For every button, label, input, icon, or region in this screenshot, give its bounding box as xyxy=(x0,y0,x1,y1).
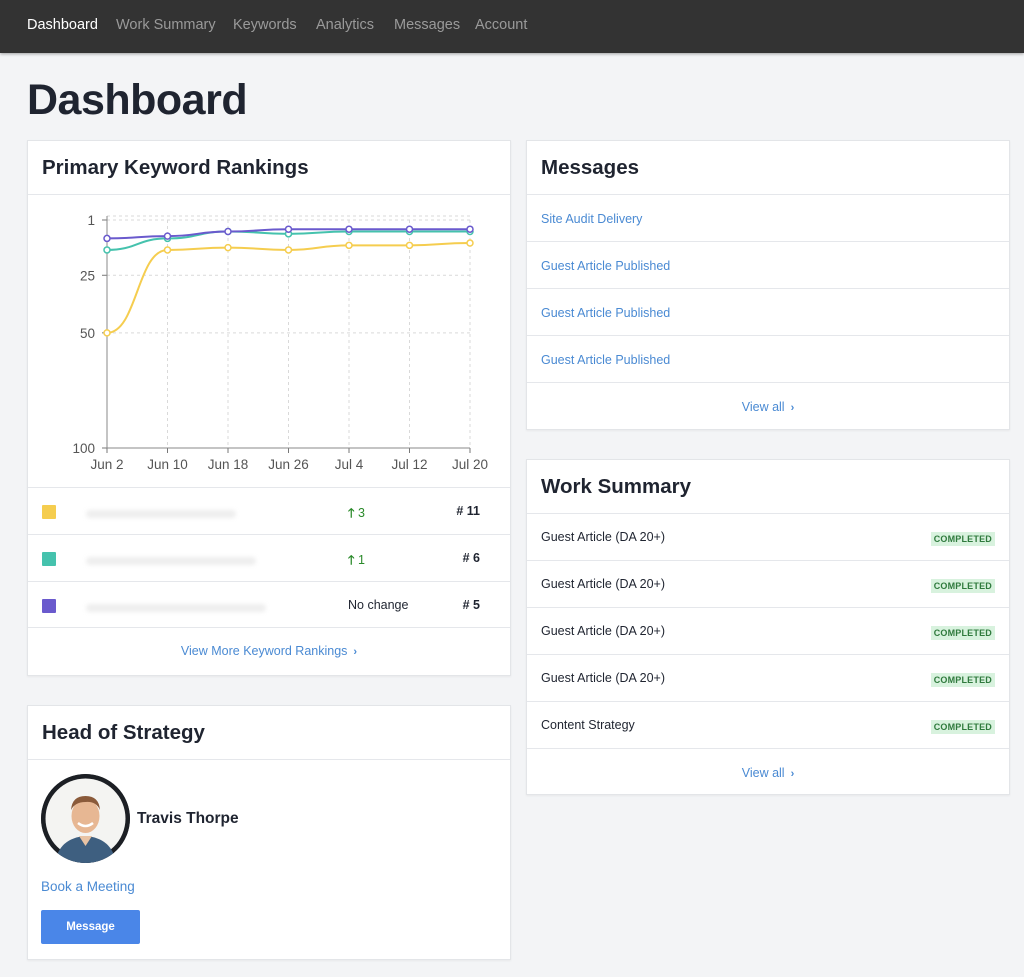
keyword-name-redacted xyxy=(86,510,236,518)
message-item[interactable]: Guest Article Published xyxy=(527,242,1009,289)
status-badge: COMPLETED xyxy=(930,626,995,640)
data-point xyxy=(224,227,232,236)
message-item[interactable]: Site Audit Delivery xyxy=(527,195,1009,242)
messages-view-all-link[interactable]: View all › xyxy=(741,400,795,414)
keyword-row[interactable]: No change # 5 xyxy=(28,582,510,628)
message-link[interactable]: Guest Article Published xyxy=(541,259,671,273)
message-link[interactable]: Site Audit Delivery xyxy=(541,212,643,226)
nav-messages[interactable]: Messages xyxy=(394,17,461,33)
page-title: Dashboard xyxy=(27,76,248,124)
work-item[interactable]: Guest Article (DA 20+) COMPLETED xyxy=(527,561,1009,608)
message-item[interactable]: Guest Article Published xyxy=(527,289,1009,336)
head-of-strategy-card: Head of Strategy Travis Thorpe Book a Me… xyxy=(27,705,511,960)
message-button[interactable]: Message xyxy=(41,910,140,944)
work-item-label: Content Strategy xyxy=(541,718,635,732)
work-summary-title: Work Summary xyxy=(527,460,1009,514)
top-nav: Dashboard Work Summary Keywords Analytic… xyxy=(0,0,1024,53)
strategy-title: Head of Strategy xyxy=(28,706,510,760)
nav-dashboard[interactable]: Dashboard xyxy=(27,17,98,33)
status-badge: COMPLETED xyxy=(930,673,995,687)
data-point xyxy=(163,232,172,240)
chevron-right-icon: › xyxy=(790,402,795,414)
work-summary-card: Work Summary Guest Article (DA 20+) COMPL… xyxy=(526,459,1010,795)
data-point xyxy=(224,243,232,252)
data-point xyxy=(405,241,414,250)
work-item[interactable]: Guest Article (DA 20+) COMPLETED xyxy=(527,514,1009,561)
messages-card: Messages Site Audit Delivery Guest Artic… xyxy=(526,140,1010,430)
keyword-row[interactable]: 🡑 3 # 11 xyxy=(28,488,510,535)
message-item[interactable]: Guest Article Published xyxy=(527,336,1009,383)
arrow-up-icon: 🡑 xyxy=(348,553,355,567)
data-point xyxy=(284,225,293,233)
x-tick-label: Jun 2 xyxy=(90,457,123,472)
work-item-label: Guest Article (DA 20+) xyxy=(541,577,666,591)
message-link[interactable]: Guest Article Published xyxy=(541,306,671,320)
view-more-keywords-link[interactable]: View More Keyword Rankings › xyxy=(180,644,358,658)
series-color-swatch xyxy=(42,505,56,519)
work-view-all: View all › xyxy=(527,749,1009,780)
status-badge: COMPLETED xyxy=(930,532,995,546)
x-tick-label: Jul 4 xyxy=(335,457,364,472)
book-meeting-link[interactable]: Book a Meeting xyxy=(41,879,135,894)
y-tick-label: 100 xyxy=(72,441,95,456)
data-point xyxy=(345,225,353,233)
data-point xyxy=(103,246,111,254)
x-tick-label: Jun 18 xyxy=(208,457,249,472)
chart-area: Jun 2 Jun 10 Jun 18 Jun 26 Jul 4 Jul 12 Jul 20… xyxy=(28,195,510,488)
data-point xyxy=(345,241,353,250)
nav-analytics[interactable]: Analytics xyxy=(316,17,375,33)
y-tick-label: 25 xyxy=(80,268,95,283)
data-point xyxy=(466,239,474,247)
x-tick-label: Jul 20 xyxy=(452,457,488,472)
data-point xyxy=(466,225,474,233)
message-link[interactable]: Guest Article Published xyxy=(541,353,671,367)
status-badge: COMPLETED xyxy=(930,720,995,734)
nav-account[interactable]: Account xyxy=(475,17,528,33)
rank-change: No change xyxy=(348,598,409,612)
series-color-swatch xyxy=(42,599,56,613)
nav-keywords[interactable]: Keywords xyxy=(233,17,297,33)
work-item-label: Guest Article (DA 20+) xyxy=(541,530,666,544)
view-more-keywords: View More Keyword Rankings › xyxy=(28,628,510,658)
arrow-up-icon: 🡑 xyxy=(348,506,355,520)
data-point xyxy=(405,225,414,233)
work-item-label: Guest Article (DA 20+) xyxy=(541,671,666,685)
status-badge: COMPLETED xyxy=(930,579,995,593)
current-rank: # 6 xyxy=(462,551,480,565)
chevron-right-icon: › xyxy=(790,768,795,780)
work-view-all-link[interactable]: View all › xyxy=(741,766,795,780)
x-tick-label: Jul 12 xyxy=(391,457,427,472)
messages-title: Messages xyxy=(527,141,1009,195)
keyword-rankings-title: Primary Keyword Rankings xyxy=(28,141,510,195)
work-item-label: Guest Article (DA 20+) xyxy=(541,624,666,638)
series-color-swatch xyxy=(42,552,56,566)
y-tick-label: 1 xyxy=(87,213,95,228)
messages-view-all: View all › xyxy=(527,383,1009,414)
data-point xyxy=(284,246,293,254)
data-point xyxy=(103,329,111,337)
strategist-name: Travis Thorpe xyxy=(137,810,239,827)
y-tick-label: 50 xyxy=(80,326,95,341)
keyword-rankings-card: Primary Keyword Rankings Jun 2 Jun 10 Jun … xyxy=(27,140,511,676)
current-rank: # 11 xyxy=(456,504,480,518)
rank-change: 🡑 3 xyxy=(348,506,365,520)
data-point xyxy=(163,246,172,254)
data-point xyxy=(103,234,111,243)
x-tick-label: Jun 10 xyxy=(147,457,188,472)
nav-work-summary[interactable]: Work Summary xyxy=(116,17,216,33)
keyword-name-redacted xyxy=(86,557,256,565)
rank-change: 🡑 1 xyxy=(348,553,365,567)
keyword-name-redacted xyxy=(86,604,266,612)
chevron-right-icon: › xyxy=(353,646,358,658)
work-item[interactable]: Content Strategy COMPLETED xyxy=(527,702,1009,749)
x-tick-label: Jun 26 xyxy=(268,457,309,472)
avatar xyxy=(41,774,130,863)
work-item[interactable]: Guest Article (DA 20+) COMPLETED xyxy=(527,608,1009,655)
keyword-ranking-chart: Jun 2 Jun 10 Jun 18 Jun 26 Jul 4 Jul 12 Jul 20… xyxy=(72,213,488,472)
keyword-row[interactable]: 🡑 1 # 6 xyxy=(28,535,510,582)
current-rank: # 5 xyxy=(462,598,480,612)
work-item[interactable]: Guest Article (DA 20+) COMPLETED xyxy=(527,655,1009,702)
